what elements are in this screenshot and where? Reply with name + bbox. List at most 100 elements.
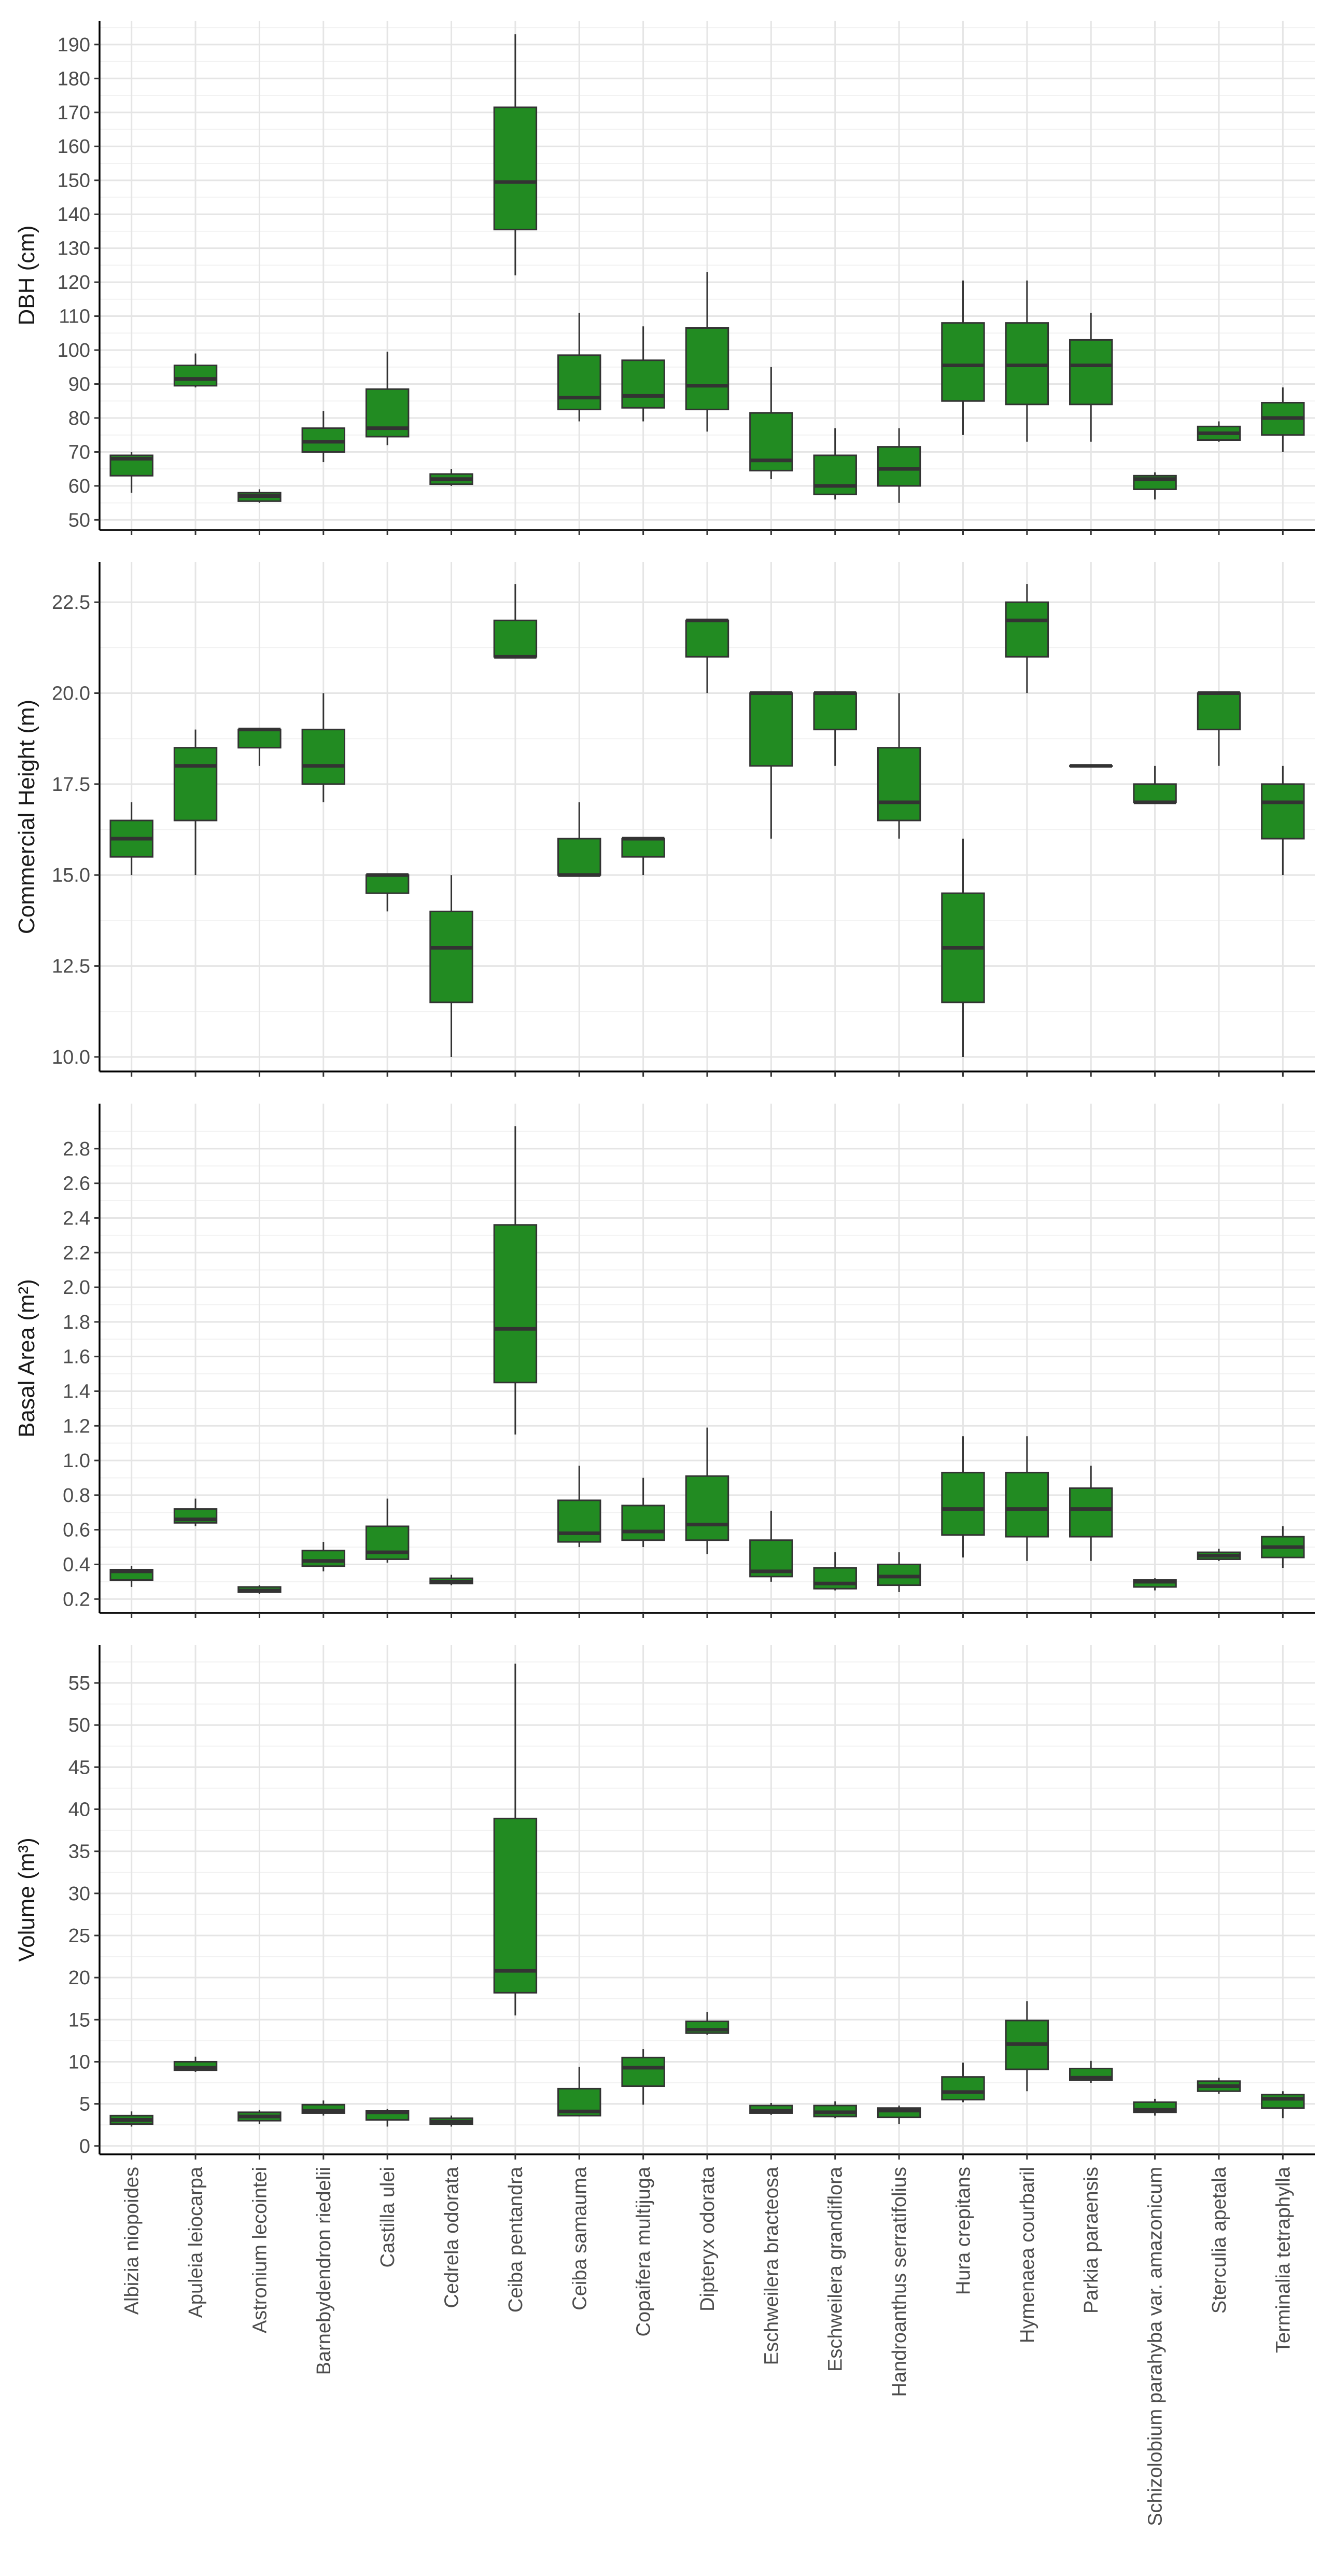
box-schizolobium-parahyba-var-amazonicum — [1133, 765, 1177, 804]
box-ceiba-samauma — [557, 313, 601, 422]
category-label-hymenaea-courbaril: Hymenaea courbaril — [1017, 2167, 1038, 2343]
box-handroanthus-serratifolius — [877, 1552, 921, 1592]
panel-volume: 0 5 10 15 20 25 30 35 40 45 50 55 Volume (m³) — [14, 1645, 1315, 2160]
box-astronium-lecointei — [237, 728, 282, 766]
box-ceiba-samauma — [557, 802, 601, 877]
box-albizia-niopoides — [109, 1566, 153, 1587]
grid — [100, 1645, 1315, 2154]
y-tick-label: 60 — [68, 476, 90, 497]
iqr-box — [749, 692, 793, 767]
iqr-box — [621, 359, 665, 409]
y-tick-label: 70 — [68, 441, 90, 463]
category-label-astronium-lecointei: Astronium lecointei — [249, 2167, 271, 2333]
y-tick-label: 1.2 — [63, 1415, 90, 1437]
y-axis-title: Basal Area (m²) — [14, 1279, 39, 1438]
box-hura-crepitans — [941, 2063, 985, 2102]
iqr-box — [621, 1505, 665, 1541]
iqr-box — [365, 1525, 410, 1560]
box-sterculia-apetala — [1197, 691, 1241, 766]
y-ticks: 10.0 12.5 15.0 17.5 20.0 22.5 — [52, 592, 100, 1068]
category-label-parkia-paraensis: Parkia paraensis — [1080, 2167, 1102, 2314]
iqr-box — [621, 2056, 665, 2087]
box-castilla-ulei — [365, 352, 410, 445]
y-axis-title: Volume (m³) — [14, 1837, 39, 1962]
box-ceiba-samauma — [557, 1466, 601, 1548]
iqr-box — [557, 1499, 601, 1543]
iqr-box — [1069, 339, 1113, 406]
iqr-box — [493, 619, 538, 658]
iqr-box — [941, 322, 985, 402]
box-cedrela-odorata — [429, 1575, 473, 1585]
category-label-hura-crepitans: Hura crepitans — [952, 2167, 974, 2295]
iqr-box — [685, 619, 729, 658]
y-tick-label: 0.4 — [63, 1554, 90, 1576]
y-tick-label: 160 — [58, 136, 90, 158]
box-apuleia-leiocarpa — [173, 729, 218, 875]
y-tick-label: 2.4 — [63, 1207, 90, 1229]
box-astronium-lecointei — [237, 2109, 282, 2124]
iqr-box — [941, 2076, 985, 2100]
box-hura-crepitans — [941, 280, 985, 435]
iqr-box — [429, 910, 473, 1004]
panel-dbh: 50 60 70 80 90 100 110 120 130 140 150 160 170 180 190… — [14, 21, 1315, 535]
y-tick-label: 35 — [68, 1841, 90, 1863]
iqr-box — [173, 747, 218, 821]
y-tick-label: 0 — [79, 2136, 90, 2157]
y-tick-label: 12.5 — [52, 956, 90, 978]
iqr-box — [1005, 1471, 1049, 1538]
box-apuleia-leiocarpa — [173, 2056, 218, 2072]
y-tick-label: 190 — [58, 34, 90, 56]
box-hymenaea-courbaril — [1005, 280, 1049, 442]
box-copaifera-multijuga — [621, 2049, 665, 2105]
iqr-box — [1133, 783, 1177, 803]
iqr-box — [941, 1471, 985, 1536]
y-tick-label: 130 — [58, 238, 90, 260]
x-category-labels: Albizia niopoides Apuleia leiocarpa Astron… — [121, 2166, 1295, 2526]
box-terminalia-tetraphylla — [1261, 387, 1305, 452]
y-tick-label: 2.6 — [63, 1173, 90, 1195]
box-apuleia-leiocarpa — [173, 353, 218, 388]
y-tick-label: 0.8 — [63, 1485, 90, 1507]
y-ticks: 50 60 70 80 90 100 110 120 130 140 150 160 170 180 190 — [58, 34, 100, 531]
iqr-box — [1261, 2094, 1305, 2109]
box-handroanthus-serratifolius — [877, 428, 921, 503]
y-tick-label: 100 — [58, 340, 90, 361]
category-label-castilla-ulei: Castilla ulei — [377, 2167, 399, 2267]
y-tick-label: 180 — [58, 68, 90, 90]
y-ticks: 0.2 0.4 0.6 0.8 1.0 1.2 1.4 1.6 1.8 2.0 2.2 2.4 2.6 2… — [63, 1138, 100, 1610]
y-tick-label: 45 — [68, 1757, 90, 1778]
iqr-box — [877, 446, 921, 487]
iqr-box — [557, 838, 601, 876]
iqr-box — [301, 1550, 346, 1567]
iqr-box — [493, 1224, 538, 1384]
y-tick-label: 2.2 — [63, 1242, 90, 1264]
iqr-box — [813, 692, 857, 731]
box-parkia-paraensis — [1069, 313, 1113, 442]
category-label-ceiba-pentandra: Ceiba pentandra — [505, 2166, 527, 2313]
box-eschweilera-grandiflora — [813, 691, 857, 766]
box-astronium-lecointei — [237, 1585, 282, 1594]
x-ticks — [131, 530, 1284, 535]
y-tick-label: 55 — [68, 1673, 90, 1694]
box-cedrela-odorata — [429, 875, 473, 1057]
box-albizia-niopoides — [109, 452, 153, 493]
y-tick-label: 50 — [68, 509, 90, 531]
y-tick-label: 10 — [68, 2051, 90, 2073]
box-astronium-lecointei — [237, 489, 282, 503]
y-tick-label: 50 — [68, 1715, 90, 1736]
y-axis-title: DBH (cm) — [14, 225, 39, 325]
category-label-cedrela-odorata: Cedrela odorata — [441, 2166, 463, 2308]
box-cedrela-odorata — [429, 2115, 473, 2127]
y-tick-label: 5 — [79, 2094, 90, 2115]
x-ticks — [131, 2154, 1284, 2160]
y-tick-label: 90 — [68, 373, 90, 395]
category-label-ceiba-samauma: Ceiba samauma — [569, 2166, 591, 2310]
box-apuleia-leiocarpa — [173, 1498, 218, 1526]
iqr-box — [813, 454, 857, 495]
iqr-box — [557, 354, 601, 411]
box-hymenaea-courbaril — [1005, 2001, 1049, 2092]
category-label-dipteryx-odorata: Dipteryx odorata — [697, 2166, 719, 2312]
box-hura-crepitans — [941, 839, 985, 1057]
y-tick-label: 0.6 — [63, 1520, 90, 1541]
